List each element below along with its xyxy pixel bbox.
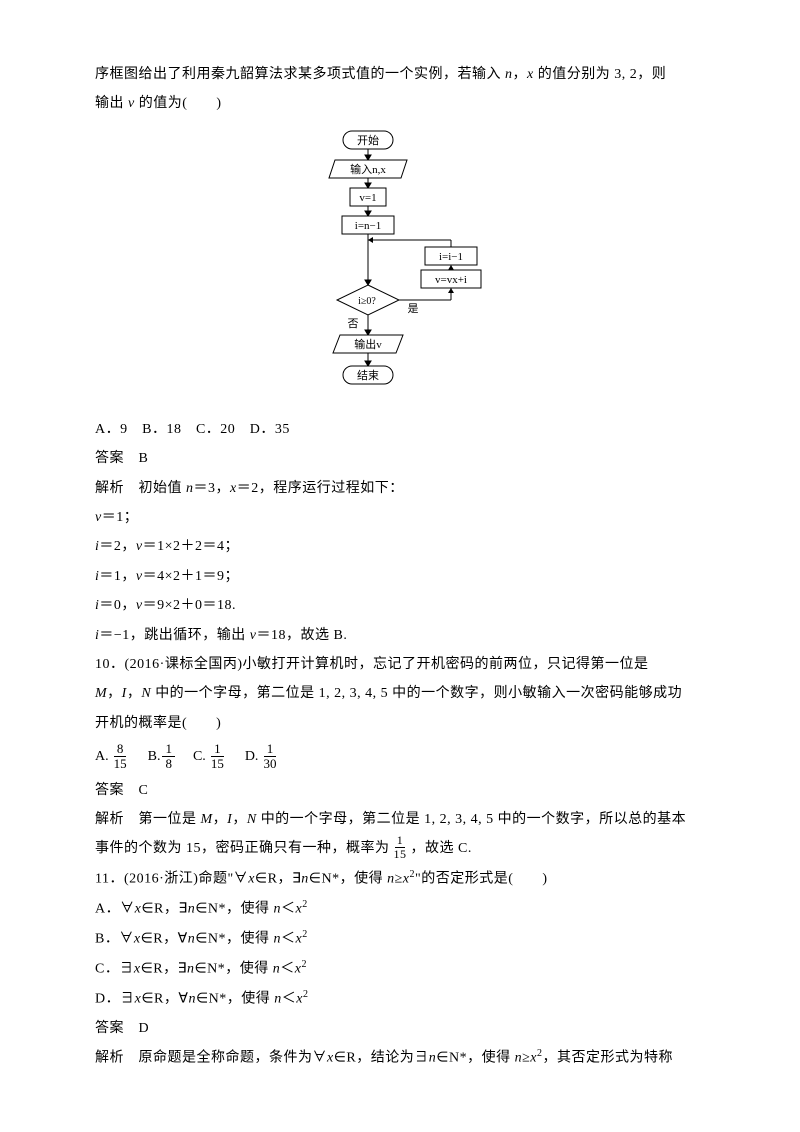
svg-text:i=n−1: i=n−1 — [355, 220, 381, 232]
q10-option-a: A. 815 — [95, 742, 130, 772]
q9-answer: 答案 B — [95, 444, 705, 473]
svg-text:i=i−1: i=i−1 — [439, 251, 463, 263]
q10-option-b: B. 18 — [148, 742, 175, 772]
q9-options: A．9 B．18 C．20 D．35 — [95, 415, 705, 444]
q11-option-a: A．∀x∈R，∃n∈N*，使得 n＜x2 — [95, 894, 705, 924]
svg-text:结束: 结束 — [357, 369, 379, 382]
q11-option-b: B．∀x∈R，∀n∈N*，使得 n＜x2 — [95, 924, 705, 954]
q11-answer: 答案 D — [95, 1014, 705, 1043]
q10-option-d: D. 130 — [245, 742, 280, 772]
q9-intro-line2: 输出 v 的值为( ) — [95, 89, 705, 118]
svg-text:否: 否 — [348, 318, 359, 330]
q10-line1: 10．(2016·课标全国丙)小敏打开计算机时，忘记了开机密码的前两位，只记得第… — [95, 650, 705, 679]
q9-line-i1: i＝1，v＝4×2＋1＝9； — [95, 562, 705, 591]
q10-jiexi-1: 解析 第一位是 M，I，N 中的一个字母，第二位是 1, 2, 3, 4, 5 … — [95, 805, 705, 834]
q11-option-c: C．∃x∈R，∃n∈N*，使得 n＜x2 — [95, 954, 705, 984]
q10-line2: M，I，N 中的一个字母，第二位是 1, 2, 3, 4, 5 中的一个数字，则… — [95, 679, 705, 708]
q11-option-d: D．∃x∈R，∀n∈N*，使得 n＜x2 — [95, 984, 705, 1014]
svg-text:i≥0?: i≥0? — [358, 296, 376, 307]
svg-text:v=1: v=1 — [359, 192, 376, 204]
svg-text:输出v: 输出v — [354, 337, 382, 351]
flowchart-diagram: 开始 输入n,x v=1 i=n−1 i=i−1 v=vx+i — [95, 127, 705, 407]
q10-jiexi-2: 事件的个数为 15，密码正确只有一种，概率为115，故选 C. — [95, 834, 705, 863]
q9-intro-line1: 序框图给出了利用秦九韶算法求某多项式值的一个实例，若输入 n，x 的值分别为 3… — [95, 60, 705, 89]
q10-line3: 开机的概率是( ) — [95, 709, 705, 738]
svg-text:输入n,x: 输入n,x — [350, 162, 386, 176]
q9-jiexi: 解析 初始值 n＝3，x＝2，程序运行过程如下： — [95, 474, 705, 503]
q10-answer: 答案 C — [95, 776, 705, 805]
q9-line-i0: i＝0，v＝9×2＋0＝18. — [95, 591, 705, 620]
q9-line-im1: i＝−1，跳出循环，输出 v＝18，故选 B. — [95, 621, 705, 650]
q11-jiexi: 解析 原命题是全称命题，条件为∀x∈R，结论为∃n∈N*，使得 n≥x2，其否定… — [95, 1043, 705, 1073]
q9-line-v1: v＝1； — [95, 503, 705, 532]
svg-text:v=vx+i: v=vx+i — [435, 274, 467, 286]
q10-options: A. 815 B. 18 C. 115 D. 130 — [95, 742, 705, 772]
svg-text:是: 是 — [408, 302, 419, 315]
q10-option-c: C. 115 — [193, 742, 227, 772]
svg-text:开始: 开始 — [357, 133, 379, 147]
q11-stem: 11．(2016·浙江)命题"∀x∈R，∃n∈N*，使得 n≥x2"的否定形式是… — [95, 864, 705, 894]
q9-line-i2: i＝2，v＝1×2＋2＝4； — [95, 532, 705, 561]
